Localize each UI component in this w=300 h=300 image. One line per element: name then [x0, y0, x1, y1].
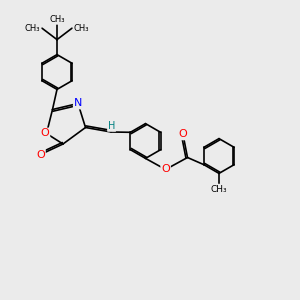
Text: O: O — [178, 129, 188, 140]
Text: H: H — [108, 121, 115, 131]
Text: O: O — [40, 128, 50, 139]
Text: O: O — [36, 149, 45, 160]
Text: CH₃: CH₃ — [49, 15, 65, 24]
Text: CH₃: CH₃ — [25, 24, 40, 33]
Text: O: O — [161, 164, 170, 175]
Text: CH₃: CH₃ — [74, 24, 89, 33]
Text: CH₃: CH₃ — [211, 184, 227, 194]
Text: N: N — [74, 98, 82, 109]
